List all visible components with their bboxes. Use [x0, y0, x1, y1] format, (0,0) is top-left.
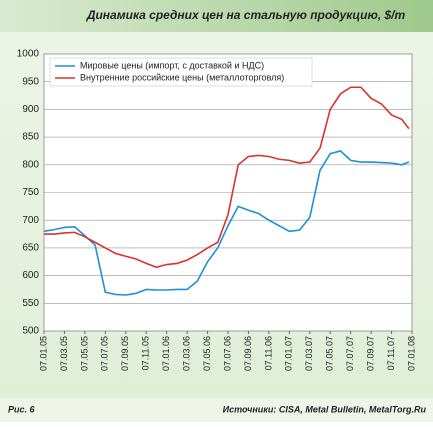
y-tick-label: 700 [22, 215, 39, 226]
x-tick-label: 07.11.05 [141, 336, 151, 370]
header [0, 0, 433, 32]
x-tick-label: 07.07.05 [100, 336, 110, 371]
y-tick-label: 750 [22, 187, 39, 198]
x-tick-label: 07.01.07 [284, 336, 294, 371]
figure-label: Рис. 6 [8, 404, 36, 414]
y-tick-label: 900 [22, 104, 39, 115]
x-tick-label: 07.05.07 [325, 336, 335, 371]
legend-label: Мировые цены (импорт, с доставкой и НДС) [80, 60, 264, 70]
x-tick-label: 07.03.05 [59, 336, 69, 371]
x-tick-label: 07.09.05 [120, 336, 130, 371]
y-tick-label: 800 [22, 159, 39, 170]
x-tick-label: 07.01.06 [161, 336, 171, 371]
series-line [43, 150, 410, 296]
x-tick-label: 07.11.06 [263, 336, 273, 370]
x-tick-label: 07.09.07 [365, 336, 375, 371]
x-tick-label: 07.01.08 [406, 336, 416, 371]
x-tick-label: 07.03.07 [304, 336, 314, 371]
y-tick-label: 850 [22, 132, 39, 143]
legend-box [49, 57, 313, 87]
y-tick-label: 950 [22, 76, 39, 87]
y-tick-label: 550 [22, 298, 39, 309]
x-tick-label: 07.11.07 [386, 336, 396, 370]
y-tick-label: 600 [22, 270, 39, 281]
y-tick-label: 1000 [17, 49, 40, 60]
x-tick-label: 07.01.05 [38, 336, 48, 371]
x-tick-label: 07.05.06 [202, 336, 212, 371]
footer [0, 398, 433, 422]
x-tick-label: 07.07.07 [345, 336, 355, 371]
chart-title: Динамика средних цен на стальную продукц… [86, 8, 406, 22]
y-tick-label: 650 [22, 243, 39, 254]
x-tick-label: 07.07.06 [222, 336, 232, 371]
legend-label: Внутренние российские цены (металлоторго… [80, 72, 284, 82]
x-tick-label: 07.09.06 [243, 336, 253, 371]
x-tick-label: 07.03.06 [181, 336, 191, 371]
y-tick-label: 500 [22, 326, 39, 337]
series-line [44, 86, 410, 269]
x-tick-label: 07.05.05 [79, 336, 89, 371]
source: Источники: CISA, Metal Bulletin, MetalTo… [223, 404, 427, 414]
